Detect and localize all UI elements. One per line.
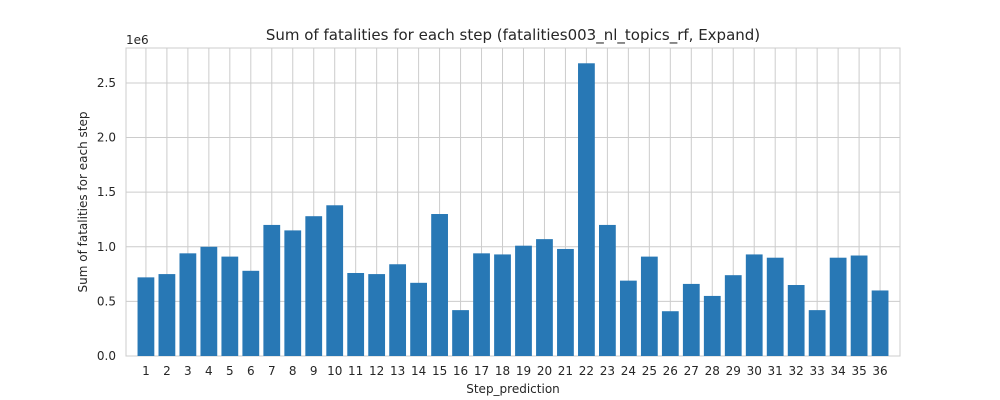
x-tick-label: 32	[789, 364, 804, 378]
x-tick-label: 19	[516, 364, 531, 378]
bar	[787, 285, 805, 356]
x-tick-label: 29	[726, 364, 741, 378]
bar	[829, 257, 847, 356]
x-tick-label: 8	[289, 364, 297, 378]
plot-area	[125, 47, 901, 357]
x-tick-label: 35	[851, 364, 866, 378]
bar	[494, 254, 511, 356]
bar	[347, 272, 365, 356]
x-tick-label: 36	[872, 364, 887, 378]
bar	[703, 295, 721, 356]
bar	[745, 254, 763, 356]
bar	[410, 282, 427, 356]
x-tick-label: 6	[247, 364, 255, 378]
x-tick-label: 25	[642, 364, 657, 378]
bar	[431, 214, 448, 356]
bar	[137, 277, 155, 356]
y-tick-label: 2.5	[97, 76, 116, 90]
x-tick-label: 28	[705, 364, 720, 378]
x-tick-label: 14	[411, 364, 426, 378]
x-tick-label: 2	[163, 364, 171, 378]
bar	[640, 256, 658, 356]
x-tick-label: 21	[558, 364, 573, 378]
bar	[242, 270, 260, 356]
bar	[515, 245, 532, 356]
x-tick-label: 15	[432, 364, 447, 378]
bar	[682, 283, 700, 356]
bar	[536, 239, 553, 356]
bar	[368, 274, 386, 356]
x-tick-label: 24	[621, 364, 636, 378]
x-tick-label: 3	[184, 364, 192, 378]
x-tick-label: 17	[474, 364, 489, 378]
bar	[850, 255, 868, 356]
x-tick-label: 5	[226, 364, 234, 378]
bar	[158, 274, 176, 356]
bar	[599, 224, 616, 356]
bar	[284, 230, 302, 356]
x-tick-label: 11	[348, 364, 363, 378]
bar	[578, 63, 595, 357]
x-tick-label: 4	[205, 364, 213, 378]
x-tick-label: 31	[768, 364, 783, 378]
bar	[326, 205, 344, 356]
y-tick-label: 0.0	[97, 349, 116, 363]
x-tick-label: 18	[495, 364, 510, 378]
x-tick-labels: 1 2 3 4 5 6 7 8 9 10 11 12 13 14 15 16 17 18 19 20 21 22 23 24 2…	[142, 364, 888, 378]
bar	[473, 253, 490, 356]
bars	[137, 63, 889, 357]
x-tick-label: 33	[810, 364, 825, 378]
bar	[221, 256, 239, 356]
bar	[179, 253, 197, 356]
x-tick-label: 34	[830, 364, 845, 378]
x-axis-label: Step_prediction	[466, 382, 560, 396]
y-tick-label: 2.0	[97, 131, 116, 145]
y-axis-label: Sum of fatalities for each step	[76, 112, 90, 293]
bar	[661, 311, 679, 356]
y-tick-labels: 0.0 0.5 1.0 1.5 2.0 2.5	[97, 76, 116, 363]
bar	[871, 290, 889, 356]
bar	[389, 264, 407, 356]
x-tick-label: 12	[369, 364, 384, 378]
x-tick-label: 23	[600, 364, 615, 378]
x-tick-label: 1	[142, 364, 150, 378]
y-tick-label: 1.0	[97, 240, 116, 254]
x-tick-label: 7	[268, 364, 276, 378]
y-scale-label: 1e6	[126, 33, 149, 47]
bar	[766, 257, 784, 356]
y-tick-label: 1.5	[97, 185, 116, 199]
x-tick-label: 9	[310, 364, 318, 378]
bar	[263, 224, 281, 356]
x-tick-label: 30	[747, 364, 762, 378]
bar	[619, 280, 637, 356]
chart-title: Sum of fatalities for each step (fatalit…	[266, 26, 760, 45]
bar	[724, 275, 742, 356]
x-tick-label: 10	[327, 364, 342, 378]
x-tick-label: 26	[663, 364, 678, 378]
x-tick-label: 22	[579, 364, 594, 378]
x-tick-label: 13	[390, 364, 405, 378]
y-tick-label: 0.5	[97, 294, 116, 308]
x-tick-label: 27	[684, 364, 699, 378]
bar	[808, 310, 826, 356]
bar	[305, 216, 323, 356]
bar	[557, 248, 574, 356]
bar	[200, 246, 218, 356]
x-tick-label: 16	[453, 364, 468, 378]
bar	[452, 310, 469, 356]
x-tick-label: 20	[537, 364, 552, 378]
